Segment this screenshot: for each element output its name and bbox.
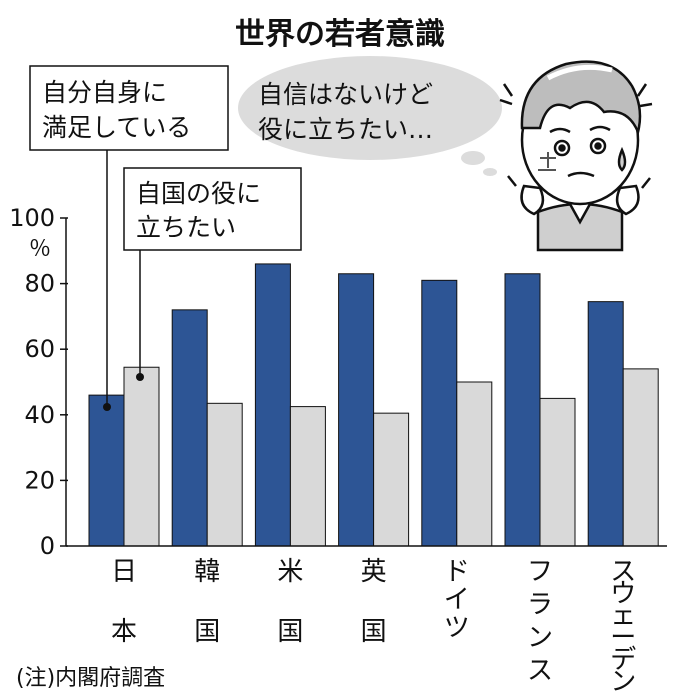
callout-series-1-line1: 自分自身に bbox=[42, 78, 167, 107]
x-tick-char: 英 bbox=[361, 557, 387, 587]
bar-satisfied-5 bbox=[504, 273, 541, 547]
chart-title: 世界の若者意識 bbox=[235, 17, 445, 52]
y-tick-label: 20 bbox=[24, 466, 55, 494]
source-note: (注)内閣府調査 bbox=[16, 666, 165, 691]
x-tick-char: フ bbox=[527, 557, 553, 587]
x-tick-char: ー bbox=[610, 623, 636, 653]
bar-contribute-4 bbox=[456, 381, 493, 547]
x-tick-char: 国 bbox=[277, 617, 303, 647]
x-tick-char: ラ bbox=[527, 590, 553, 620]
x-tick-char: ウ bbox=[610, 579, 636, 609]
bar-contribute-1 bbox=[206, 402, 243, 547]
x-tick-char: 日 bbox=[111, 557, 137, 587]
x-tick-char: ド bbox=[444, 557, 470, 587]
y-tick-label: 0 bbox=[40, 532, 55, 560]
bar-contribute-3 bbox=[373, 412, 410, 547]
bars bbox=[88, 263, 659, 547]
x-tick-char: ス bbox=[610, 557, 636, 587]
x-tick-char: ン bbox=[610, 667, 636, 697]
x-tick-char: 米 bbox=[277, 557, 303, 587]
thought-bubble-line1: 自信はないけど bbox=[258, 80, 433, 109]
thought-bubble: 自信はないけど 役に立ちたい… bbox=[238, 56, 502, 176]
x-tick-char: 国 bbox=[194, 617, 220, 647]
x-tick-char: ツ bbox=[444, 613, 470, 643]
callout-series-1: 自分自身に 満足している bbox=[29, 65, 229, 411]
x-tick-char: ス bbox=[527, 656, 553, 686]
x-tick-char: イ bbox=[444, 585, 470, 615]
bar-satisfied-3 bbox=[338, 273, 375, 547]
x-tick-label: 米国 bbox=[277, 557, 303, 647]
bar-satisfied-0 bbox=[88, 394, 125, 547]
callout-series-2-line1: 自国の役に bbox=[136, 179, 261, 208]
bar-contribute-6 bbox=[622, 368, 659, 547]
x-tick-label: 日本 bbox=[111, 557, 137, 647]
y-tick-label: 40 bbox=[24, 401, 55, 429]
x-tick-char: 国 bbox=[361, 617, 387, 647]
bar-satisfied-4 bbox=[421, 279, 458, 547]
x-tick-label: ドイツ bbox=[444, 557, 470, 643]
callout-series-2-line2: 立ちたい bbox=[136, 213, 236, 242]
callout-series-1-line2: 満足している bbox=[42, 113, 191, 142]
bar-satisfied-2 bbox=[254, 263, 291, 547]
y-tick-label: 60 bbox=[24, 335, 55, 363]
y-axis: 0 20 40 60 80 100 bbox=[9, 204, 68, 560]
x-tick-label: 英国 bbox=[361, 557, 387, 647]
x-tick-char: 本 bbox=[111, 617, 137, 647]
x-tick-char: ェ bbox=[610, 601, 636, 631]
worried-young-man-icon bbox=[499, 60, 653, 252]
x-tick-label: 韓国 bbox=[194, 557, 220, 647]
thought-bubble-line2: 役に立ちたい… bbox=[258, 115, 433, 144]
bar-satisfied-1 bbox=[171, 309, 208, 547]
bar-contribute-2 bbox=[289, 406, 326, 547]
y-axis-unit: ％ bbox=[29, 237, 51, 262]
x-tick-char: ン bbox=[527, 623, 553, 653]
bar-satisfied-6 bbox=[587, 301, 624, 547]
bar-contribute-0 bbox=[123, 366, 160, 547]
x-tick-char: デ bbox=[610, 645, 636, 675]
callout-series-2: 自国の役に 立ちたい bbox=[123, 167, 302, 381]
y-tick-label: 100 bbox=[9, 204, 55, 232]
y-tick-label: 80 bbox=[24, 270, 55, 298]
x-tick-char: 韓 bbox=[194, 557, 220, 587]
bar-contribute-5 bbox=[539, 397, 576, 547]
